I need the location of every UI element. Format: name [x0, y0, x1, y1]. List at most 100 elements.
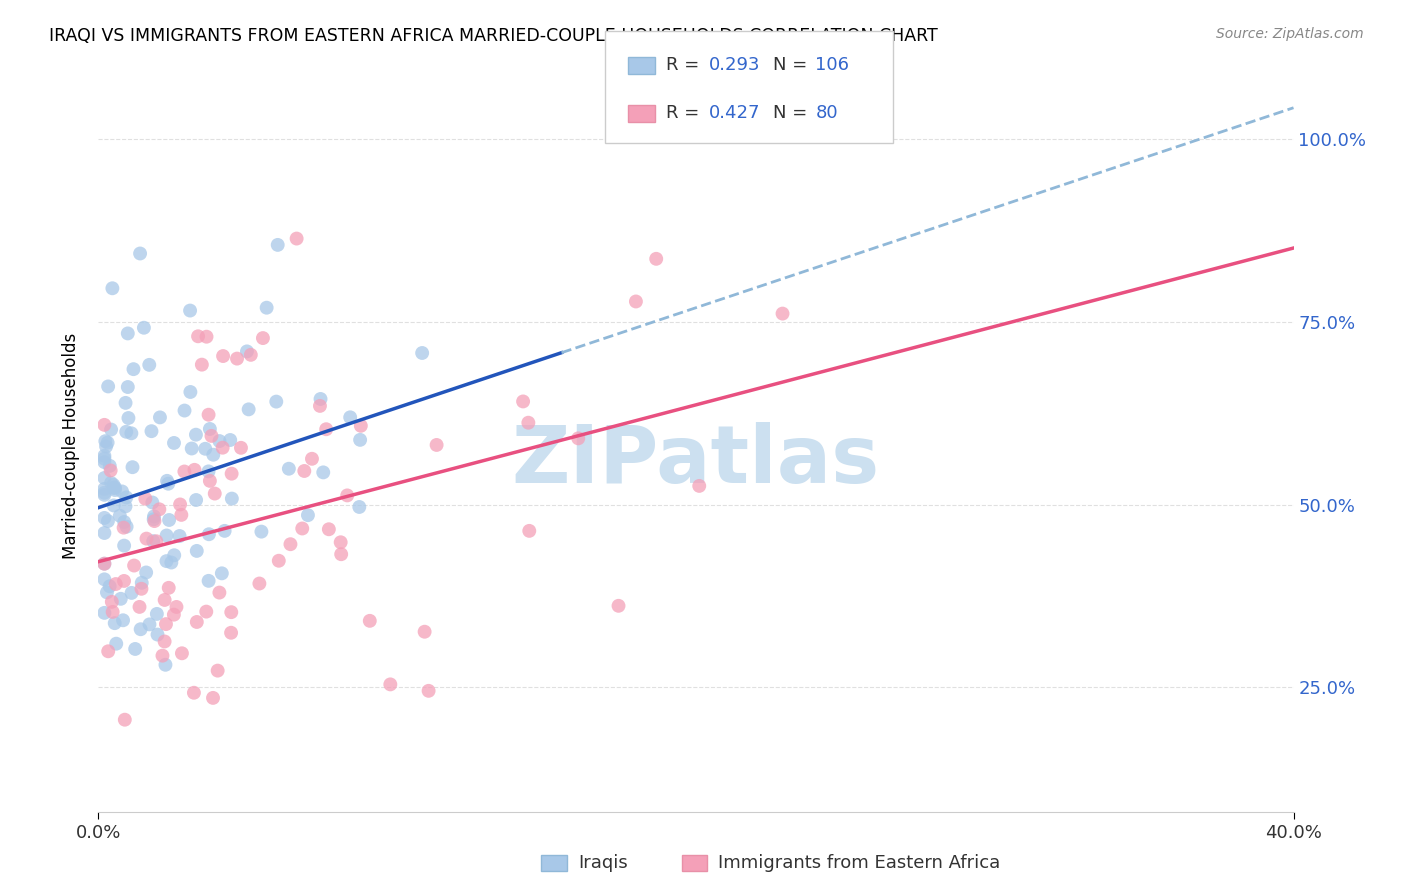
Text: IRAQI VS IMMIGRANTS FROM EASTERN AFRICA MARRIED-COUPLE HOUSEHOLDS CORRELATION CH: IRAQI VS IMMIGRANTS FROM EASTERN AFRICA …	[49, 27, 938, 45]
Point	[132, 320, 155, 334]
Point	[98, 458, 121, 473]
Point	[155, 617, 177, 632]
Point	[146, 627, 169, 641]
Point	[200, 429, 222, 443]
Point	[236, 344, 259, 359]
Point	[418, 683, 440, 698]
Point	[112, 613, 135, 627]
Point	[183, 686, 205, 700]
Point	[285, 231, 308, 245]
Point	[238, 402, 260, 417]
Point	[112, 574, 135, 588]
Point	[115, 519, 138, 533]
Point	[124, 642, 146, 657]
Point	[143, 509, 166, 524]
Point	[186, 615, 208, 629]
Point	[219, 433, 242, 447]
Point	[226, 351, 249, 366]
Point	[301, 451, 323, 466]
Point	[163, 548, 186, 562]
Point	[211, 566, 233, 581]
Point	[252, 331, 274, 345]
Point	[142, 534, 165, 549]
Point	[148, 502, 170, 516]
Point	[645, 252, 668, 266]
Point	[163, 436, 186, 450]
Point	[179, 303, 201, 318]
Point	[112, 521, 135, 535]
Point	[153, 634, 176, 648]
Point	[122, 362, 145, 376]
Point	[184, 427, 207, 442]
Point	[122, 558, 145, 573]
Point	[517, 524, 540, 538]
Text: 0.293: 0.293	[709, 56, 761, 74]
Point	[93, 449, 115, 463]
Point	[93, 606, 115, 620]
Point	[266, 394, 288, 409]
Point	[101, 595, 124, 609]
Point	[114, 500, 136, 514]
Point	[93, 451, 115, 466]
Point	[163, 607, 186, 622]
Point	[208, 434, 231, 448]
Text: N =: N =	[773, 104, 813, 122]
Point	[142, 512, 165, 526]
Point	[250, 524, 273, 539]
Point	[111, 484, 134, 499]
Point	[93, 557, 115, 571]
Point	[93, 557, 115, 571]
Point	[156, 474, 179, 488]
Point	[103, 499, 125, 513]
Text: 80: 80	[815, 104, 838, 122]
Point	[169, 529, 191, 543]
Point	[312, 466, 335, 480]
Text: Iraqis: Iraqis	[578, 855, 627, 872]
Point	[93, 488, 115, 502]
Point	[197, 464, 219, 478]
Point	[318, 522, 340, 536]
Point	[277, 461, 299, 475]
Point	[131, 575, 153, 590]
Point	[117, 326, 139, 341]
Point	[121, 460, 143, 475]
Point	[195, 605, 218, 619]
Point	[155, 554, 177, 568]
Point	[135, 532, 157, 546]
Point	[426, 438, 449, 452]
Point	[100, 423, 122, 437]
Point	[104, 577, 127, 591]
Point	[212, 349, 235, 363]
Point	[114, 396, 136, 410]
Text: 106: 106	[815, 56, 849, 74]
Point	[93, 417, 115, 432]
Point	[350, 418, 373, 433]
Point	[512, 394, 534, 409]
Point	[97, 435, 120, 450]
Point	[186, 544, 208, 558]
Point	[93, 511, 115, 525]
Point	[141, 424, 163, 438]
Point	[156, 528, 179, 542]
Point	[103, 478, 125, 492]
Point	[146, 607, 169, 621]
Point	[292, 464, 315, 478]
Point	[101, 605, 124, 619]
Point	[157, 476, 180, 491]
Point	[330, 547, 353, 561]
Point	[166, 599, 188, 614]
Point	[112, 539, 135, 553]
Point	[131, 582, 153, 596]
Point	[141, 495, 163, 509]
Point	[104, 481, 127, 495]
Point	[204, 486, 226, 500]
Point	[202, 690, 225, 705]
Point	[173, 403, 195, 417]
Point	[129, 622, 152, 636]
Point	[179, 384, 201, 399]
Point	[198, 474, 221, 488]
Point	[115, 425, 138, 439]
Point	[291, 521, 314, 535]
Point	[110, 591, 132, 606]
Point	[93, 572, 115, 586]
